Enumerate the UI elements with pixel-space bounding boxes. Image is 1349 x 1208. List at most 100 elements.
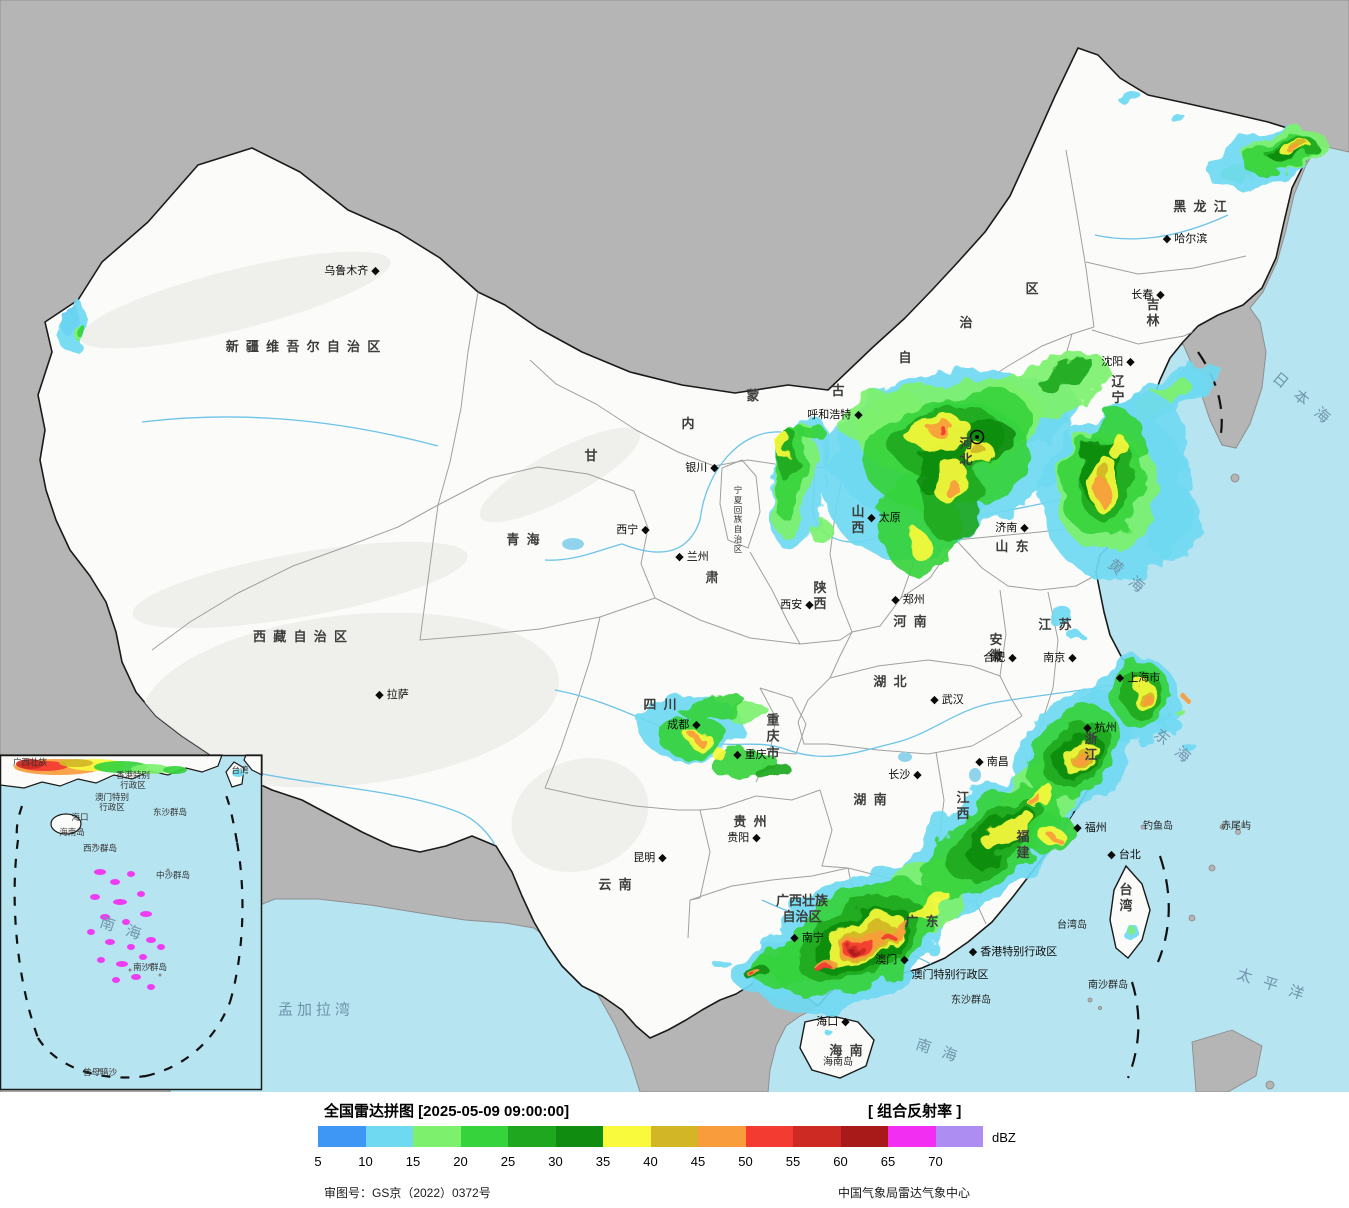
map-area: 新 疆 维 吾 尔 自 治 区西 藏 自 治 区青 海甘肃内蒙古自治区黑 龙 江… xyxy=(0,0,1349,1092)
dbz-tick: 70 xyxy=(928,1154,943,1169)
dbz-color-segment xyxy=(413,1126,461,1147)
inset-radar-echo-layer xyxy=(14,759,244,990)
radar-echo-layer xyxy=(57,91,1326,1036)
dbz-colorbar xyxy=(318,1126,983,1147)
radar-echo xyxy=(139,954,147,960)
radar-echo xyxy=(1107,433,1127,459)
radar-station-icon xyxy=(969,429,985,445)
radar-echo xyxy=(147,984,155,990)
dbz-color-segment xyxy=(365,1126,413,1147)
radar-echo xyxy=(1124,921,1130,931)
radar-echo xyxy=(1072,635,1088,645)
radar-echo xyxy=(16,759,44,769)
radar-echo xyxy=(911,531,929,561)
radar-echo xyxy=(105,939,115,945)
dbz-color-segment xyxy=(840,1126,888,1147)
radar-echo xyxy=(1074,754,1088,768)
dbz-unit-label: dBZ xyxy=(992,1130,1016,1145)
dbz-tick: 25 xyxy=(500,1154,516,1169)
radar-echo xyxy=(87,929,95,935)
radar-echo xyxy=(810,516,830,544)
dbz-color-segment xyxy=(318,1126,366,1147)
radar-echo xyxy=(1290,147,1304,157)
radar-echo xyxy=(1051,836,1061,842)
radar-echo xyxy=(948,482,962,502)
radar-echo xyxy=(1179,739,1193,747)
data-source: 中国气象局雷达气象中心 xyxy=(838,1186,971,1200)
radar-echo xyxy=(813,961,829,971)
radar-echo xyxy=(140,911,152,917)
south-china-sea-inset xyxy=(0,754,263,1091)
radar-echo xyxy=(750,973,756,977)
dbz-tick: 50 xyxy=(738,1154,753,1169)
dbz-tick: 40 xyxy=(643,1154,658,1169)
radar-echo xyxy=(232,769,244,777)
radar-echo xyxy=(163,766,187,774)
dbz-color-segment xyxy=(603,1126,651,1147)
radar-echo xyxy=(937,427,947,433)
dbz-color-segment xyxy=(555,1126,603,1147)
radar-echo xyxy=(881,932,893,940)
radar-echo xyxy=(1118,91,1142,105)
dbz-tick: 30 xyxy=(548,1154,563,1169)
radar-echo xyxy=(90,894,100,900)
dbz-color-segment xyxy=(698,1126,746,1147)
radar-echo xyxy=(116,961,128,967)
dbz-tick: 10 xyxy=(358,1154,373,1169)
dbz-tick: 55 xyxy=(785,1154,801,1169)
maritime-boundary-dashes xyxy=(1126,351,1223,1079)
radar-echo xyxy=(1144,484,1200,560)
dbz-color-segment xyxy=(508,1126,556,1147)
radar-echo xyxy=(127,944,135,950)
radar-echo xyxy=(888,921,910,937)
dbz-tick: 35 xyxy=(595,1154,611,1169)
dbz-tick: 15 xyxy=(405,1154,421,1169)
radar-echo xyxy=(755,760,789,780)
radar-echo xyxy=(680,692,746,722)
product-name: [ 组合反射率 ] xyxy=(868,1103,962,1120)
taiwan-island xyxy=(1109,864,1151,960)
radar-echo xyxy=(1140,691,1150,705)
map-title: 全国雷达拼图 [2025-05-09 09:00:00] xyxy=(324,1103,570,1120)
radar-echo xyxy=(59,759,93,767)
radar-echo xyxy=(849,948,857,954)
radar-echo xyxy=(110,879,120,885)
radar-echo xyxy=(1161,719,1183,733)
radar-echo xyxy=(112,977,120,983)
dbz-tick: 60 xyxy=(833,1154,848,1169)
dbz-color-segment xyxy=(745,1126,793,1147)
radar-echo xyxy=(799,423,825,441)
dbz-tick: 65 xyxy=(880,1154,896,1169)
dbz-color-segment xyxy=(650,1126,698,1147)
radar-echo xyxy=(127,871,135,877)
dbz-tick: 20 xyxy=(453,1154,468,1169)
radar-echo xyxy=(970,445,986,455)
radar-echo xyxy=(825,1030,833,1036)
inset-border xyxy=(0,754,263,1091)
radar-echo xyxy=(1030,795,1042,807)
radar-echo xyxy=(1172,116,1188,124)
dbz-tick: 45 xyxy=(690,1154,706,1169)
radar-echo xyxy=(1174,708,1184,714)
hainan-island xyxy=(799,1015,875,1079)
dbz-color-segment xyxy=(888,1126,936,1147)
radar-echo xyxy=(1093,478,1109,504)
inset-island-dots xyxy=(93,843,170,1072)
dbz-color-segment xyxy=(793,1126,841,1147)
dbz-color-segment xyxy=(935,1126,983,1147)
radar-echo xyxy=(157,944,165,950)
dbz-color-segment xyxy=(460,1126,508,1147)
radar-echo xyxy=(712,958,730,968)
radar-echo xyxy=(713,751,729,761)
radar-echo xyxy=(693,735,703,743)
inset-nine-dash-line xyxy=(13,789,244,1079)
radar-echo xyxy=(1097,462,1109,480)
radar-echo xyxy=(137,891,145,897)
radar-echo xyxy=(779,435,793,461)
radar-echo xyxy=(1183,697,1189,701)
radar-echo xyxy=(1040,359,1096,393)
radar-echo xyxy=(131,764,169,774)
dbz-tick: 5 xyxy=(314,1154,322,1169)
radar-echo xyxy=(146,937,156,943)
